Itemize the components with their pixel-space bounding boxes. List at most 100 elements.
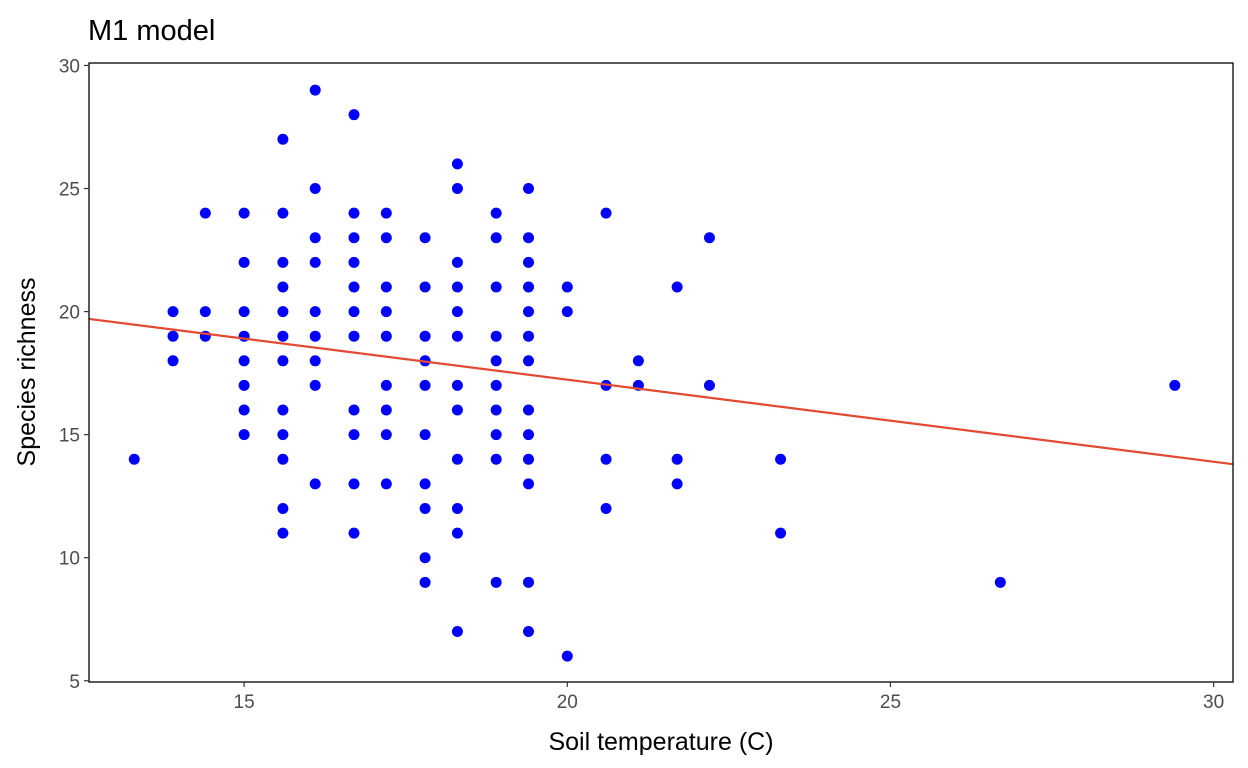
data-point bbox=[775, 527, 787, 539]
data-point bbox=[671, 281, 683, 293]
y-tick-label: 20 bbox=[59, 303, 80, 324]
data-point bbox=[490, 429, 502, 441]
fit-line bbox=[88, 317, 1234, 466]
data-point bbox=[277, 355, 289, 367]
data-point bbox=[238, 256, 250, 268]
data-point bbox=[703, 379, 715, 391]
data-point bbox=[277, 404, 289, 416]
data-point bbox=[451, 453, 463, 465]
y-tick-label: 10 bbox=[59, 549, 80, 570]
data-point bbox=[348, 207, 360, 219]
data-point bbox=[561, 650, 573, 662]
data-point bbox=[1169, 379, 1181, 391]
data-point bbox=[380, 330, 392, 342]
data-point bbox=[309, 84, 321, 96]
data-point bbox=[561, 306, 573, 318]
data-point bbox=[277, 207, 289, 219]
y-tick-label: 30 bbox=[59, 56, 80, 77]
data-point bbox=[523, 404, 535, 416]
data-point bbox=[348, 306, 360, 318]
data-point bbox=[167, 306, 179, 318]
data-point bbox=[167, 330, 179, 342]
x-axis-label: Soil temperature (C) bbox=[548, 728, 773, 756]
data-point bbox=[523, 232, 535, 244]
data-point bbox=[309, 183, 321, 195]
x-tick-label: 15 bbox=[234, 692, 255, 713]
data-point bbox=[451, 281, 463, 293]
data-point bbox=[419, 429, 431, 441]
fit-line-group bbox=[88, 317, 1234, 466]
data-point bbox=[490, 379, 502, 391]
data-point bbox=[523, 281, 535, 293]
data-points bbox=[128, 84, 1181, 662]
data-point bbox=[277, 133, 289, 145]
data-point bbox=[309, 306, 321, 318]
data-point bbox=[703, 232, 715, 244]
data-point bbox=[380, 379, 392, 391]
data-point bbox=[523, 330, 535, 342]
data-point bbox=[490, 453, 502, 465]
data-point bbox=[238, 379, 250, 391]
data-point bbox=[277, 429, 289, 441]
data-point bbox=[277, 306, 289, 318]
data-point bbox=[419, 576, 431, 588]
data-point bbox=[490, 281, 502, 293]
data-point bbox=[490, 576, 502, 588]
data-point bbox=[523, 576, 535, 588]
data-point bbox=[348, 232, 360, 244]
data-point bbox=[451, 502, 463, 514]
data-point bbox=[380, 232, 392, 244]
data-point bbox=[451, 404, 463, 416]
data-point bbox=[167, 355, 179, 367]
data-point bbox=[419, 330, 431, 342]
data-point bbox=[309, 256, 321, 268]
chart-title: M1 model bbox=[88, 15, 215, 47]
data-point bbox=[277, 256, 289, 268]
data-point bbox=[238, 306, 250, 318]
data-point bbox=[277, 330, 289, 342]
data-point bbox=[671, 453, 683, 465]
data-point bbox=[277, 453, 289, 465]
data-point bbox=[199, 306, 211, 318]
data-point bbox=[238, 404, 250, 416]
data-point bbox=[380, 478, 392, 490]
y-axis-ticks: 5 10 15 20 25 30 bbox=[59, 56, 89, 693]
data-point bbox=[632, 355, 644, 367]
data-point bbox=[451, 306, 463, 318]
y-tick-label: 25 bbox=[59, 180, 80, 201]
data-point bbox=[523, 183, 535, 195]
data-point bbox=[277, 527, 289, 539]
data-point bbox=[451, 183, 463, 195]
y-axis-label: Species richness bbox=[13, 278, 41, 467]
data-point bbox=[451, 158, 463, 170]
x-tick-label: 30 bbox=[1203, 692, 1224, 713]
data-point bbox=[523, 355, 535, 367]
data-point bbox=[419, 478, 431, 490]
data-point bbox=[348, 281, 360, 293]
data-point bbox=[238, 207, 250, 219]
data-point bbox=[380, 404, 392, 416]
data-point bbox=[309, 478, 321, 490]
data-point bbox=[523, 453, 535, 465]
data-point bbox=[199, 207, 211, 219]
data-point bbox=[523, 478, 535, 490]
data-point bbox=[380, 207, 392, 219]
x-tick-label: 20 bbox=[557, 692, 578, 713]
data-point bbox=[523, 256, 535, 268]
data-point bbox=[490, 207, 502, 219]
data-point bbox=[523, 626, 535, 638]
data-point bbox=[490, 232, 502, 244]
data-point bbox=[419, 502, 431, 514]
data-point bbox=[490, 330, 502, 342]
data-point bbox=[348, 527, 360, 539]
data-point bbox=[348, 330, 360, 342]
data-point bbox=[128, 453, 140, 465]
data-point bbox=[309, 379, 321, 391]
data-point bbox=[277, 281, 289, 293]
data-point bbox=[523, 429, 535, 441]
data-point bbox=[309, 232, 321, 244]
data-point bbox=[490, 404, 502, 416]
data-point bbox=[419, 232, 431, 244]
data-point bbox=[309, 355, 321, 367]
